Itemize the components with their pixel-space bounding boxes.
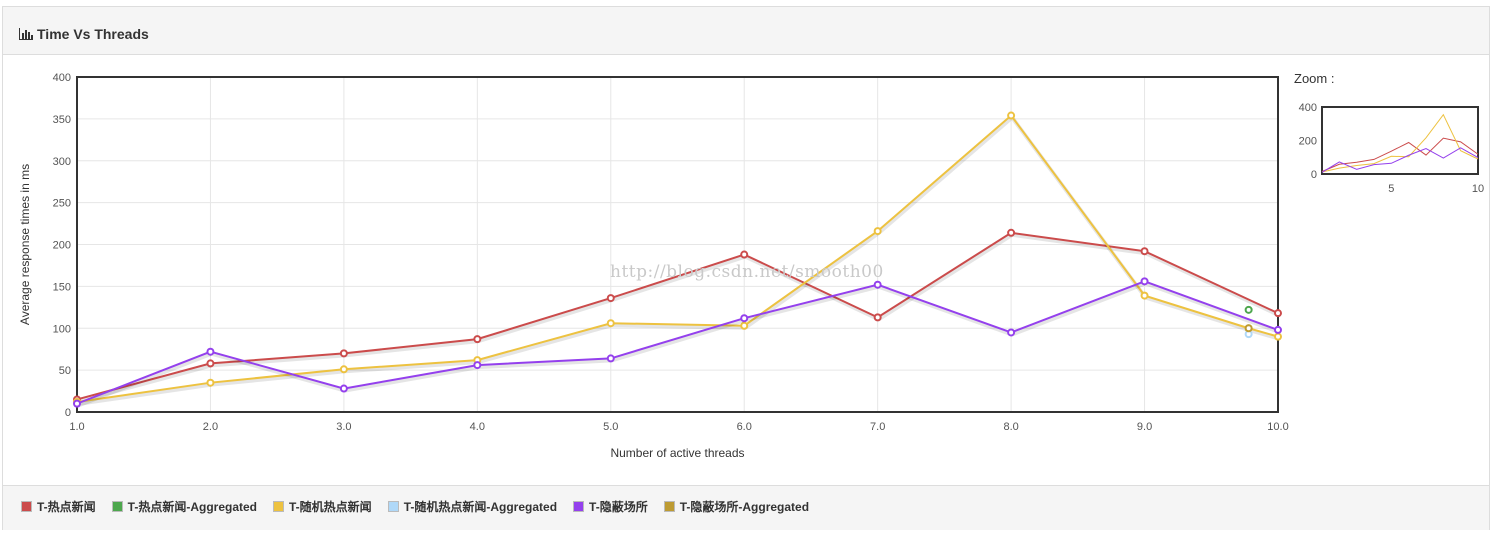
data-point[interactable] xyxy=(473,361,482,370)
legend-swatch xyxy=(111,501,123,512)
legend-label: T-隐蔽场所-Aggregated xyxy=(679,500,810,514)
legend-label: T-隐蔽场所 xyxy=(589,500,648,514)
data-point[interactable] xyxy=(606,354,615,363)
legend-swatch xyxy=(663,501,675,512)
legend-item[interactable]: T-隐蔽场所 xyxy=(573,498,648,515)
panel-title-text: Time Vs Threads xyxy=(37,26,149,42)
zoom-series-line xyxy=(1321,137,1479,172)
data-point[interactable] xyxy=(339,365,348,374)
chart-legend: T-热点新闻 T-热点新闻-Aggregated T-随机热点新闻 T-随机热点新闻-… xyxy=(21,498,825,515)
data-point[interactable] xyxy=(73,399,81,408)
data-point[interactable] xyxy=(1274,325,1282,334)
x-tick-label: 8.0 xyxy=(1003,421,1018,433)
x-tick-label: 5.0 xyxy=(603,421,618,433)
x-tick-label: 2.0 xyxy=(203,421,218,433)
series-5 xyxy=(1244,324,1253,333)
data-point[interactable] xyxy=(206,378,215,387)
x-tick-label: 1.0 xyxy=(69,421,84,433)
x-tick-label: 10.0 xyxy=(1267,421,1288,433)
data-point[interactable] xyxy=(873,313,882,322)
zoom-label: Zoom : xyxy=(1294,71,1335,86)
series-0 xyxy=(73,228,1282,404)
data-point[interactable] xyxy=(1244,324,1253,333)
legend-item[interactable]: T-热点新闻-Aggregated xyxy=(111,498,258,515)
data-point[interactable] xyxy=(1140,277,1149,286)
zoom-y-tick-label: 0 xyxy=(1311,169,1317,181)
y-tick-label: 0 xyxy=(65,407,71,419)
data-point[interactable] xyxy=(339,349,348,358)
legend-swatch xyxy=(573,501,585,512)
data-point[interactable] xyxy=(873,280,882,289)
series-line xyxy=(76,280,1279,405)
bar-chart-icon xyxy=(19,28,33,40)
legend-footer: T-热点新闻 T-热点新闻-Aggregated T-随机热点新闻 T-随机热点新闻-… xyxy=(3,485,1489,530)
legend-swatch xyxy=(273,501,285,512)
legend-item[interactable]: T-随机热点新闻-Aggregated xyxy=(387,498,558,515)
data-point[interactable] xyxy=(339,384,348,393)
zoom-x-tick-label: 10 xyxy=(1472,183,1484,195)
y-tick-label: 300 xyxy=(53,156,71,168)
data-point[interactable] xyxy=(1140,247,1149,256)
data-point[interactable] xyxy=(873,227,882,236)
series-4 xyxy=(73,277,1282,408)
y-tick-label: 250 xyxy=(53,198,71,210)
y-axis-label: Average response times in ms xyxy=(18,164,32,325)
x-tick-label: 6.0 xyxy=(737,421,752,433)
y-tick-label: 350 xyxy=(53,114,71,126)
zoom-overview[interactable]: 0 200 400 5 10 xyxy=(1299,102,1484,195)
data-point[interactable] xyxy=(1244,305,1253,314)
x-tick-label: 3.0 xyxy=(336,421,351,433)
data-point[interactable] xyxy=(1007,328,1016,337)
data-point[interactable] xyxy=(1274,309,1282,318)
series-line xyxy=(76,231,1279,401)
data-point[interactable] xyxy=(1007,111,1016,120)
watermark-text: http://blog.csdn.net/smooth00 xyxy=(610,262,884,282)
data-point[interactable] xyxy=(606,319,615,328)
x-tick-label: 4.0 xyxy=(470,421,485,433)
y-tick-label: 100 xyxy=(53,323,71,335)
data-point[interactable] xyxy=(206,347,215,356)
y-tick-label: 200 xyxy=(53,240,71,252)
legend-item[interactable]: T-隐蔽场所-Aggregated xyxy=(663,498,810,515)
data-point[interactable] xyxy=(1274,332,1282,341)
y-tick-label: 50 xyxy=(59,365,71,377)
y-tick-label: 150 xyxy=(53,281,71,293)
legend-item[interactable]: T-随机热点新闻 xyxy=(273,498,372,515)
data-point[interactable] xyxy=(1007,228,1016,237)
zoom-y-tick-label: 400 xyxy=(1299,102,1317,114)
y-tick-label: 400 xyxy=(53,72,71,84)
panel-heading: Time Vs Threads xyxy=(3,7,1489,55)
legend-label: T-随机热点新闻-Aggregated xyxy=(403,500,558,514)
legend-item[interactable]: T-热点新闻 xyxy=(21,498,96,515)
legend-label: T-热点新闻-Aggregated xyxy=(127,500,258,514)
panel-title: Time Vs Threads xyxy=(19,26,149,42)
legend-label: T-热点新闻 xyxy=(37,500,96,514)
x-tick-label: 9.0 xyxy=(1137,421,1152,433)
data-point[interactable] xyxy=(473,335,482,344)
data-point[interactable] xyxy=(740,250,749,259)
zoom-series-line xyxy=(1321,147,1479,173)
legend-swatch xyxy=(21,501,32,512)
data-point[interactable] xyxy=(740,321,749,330)
data-point[interactable] xyxy=(606,294,615,303)
x-tick-label: 7.0 xyxy=(870,421,885,433)
data-point[interactable] xyxy=(206,359,215,368)
data-point[interactable] xyxy=(740,314,749,323)
x-axis-label: Number of active threads xyxy=(610,446,744,460)
series-1 xyxy=(1244,305,1253,314)
legend-label: T-随机热点新闻 xyxy=(289,500,372,514)
legend-swatch xyxy=(387,501,399,512)
data-point[interactable] xyxy=(1140,291,1149,300)
zoom-x-tick-label: 5 xyxy=(1388,183,1394,195)
series-shadow xyxy=(77,281,1280,408)
zoom-y-tick-label: 200 xyxy=(1299,136,1317,148)
chart-panel: Time Vs Threads T-热点新闻 T-热点新闻-Aggregated T… xyxy=(2,6,1490,530)
plot-frame xyxy=(76,76,1279,413)
series-shadow xyxy=(77,232,1280,404)
